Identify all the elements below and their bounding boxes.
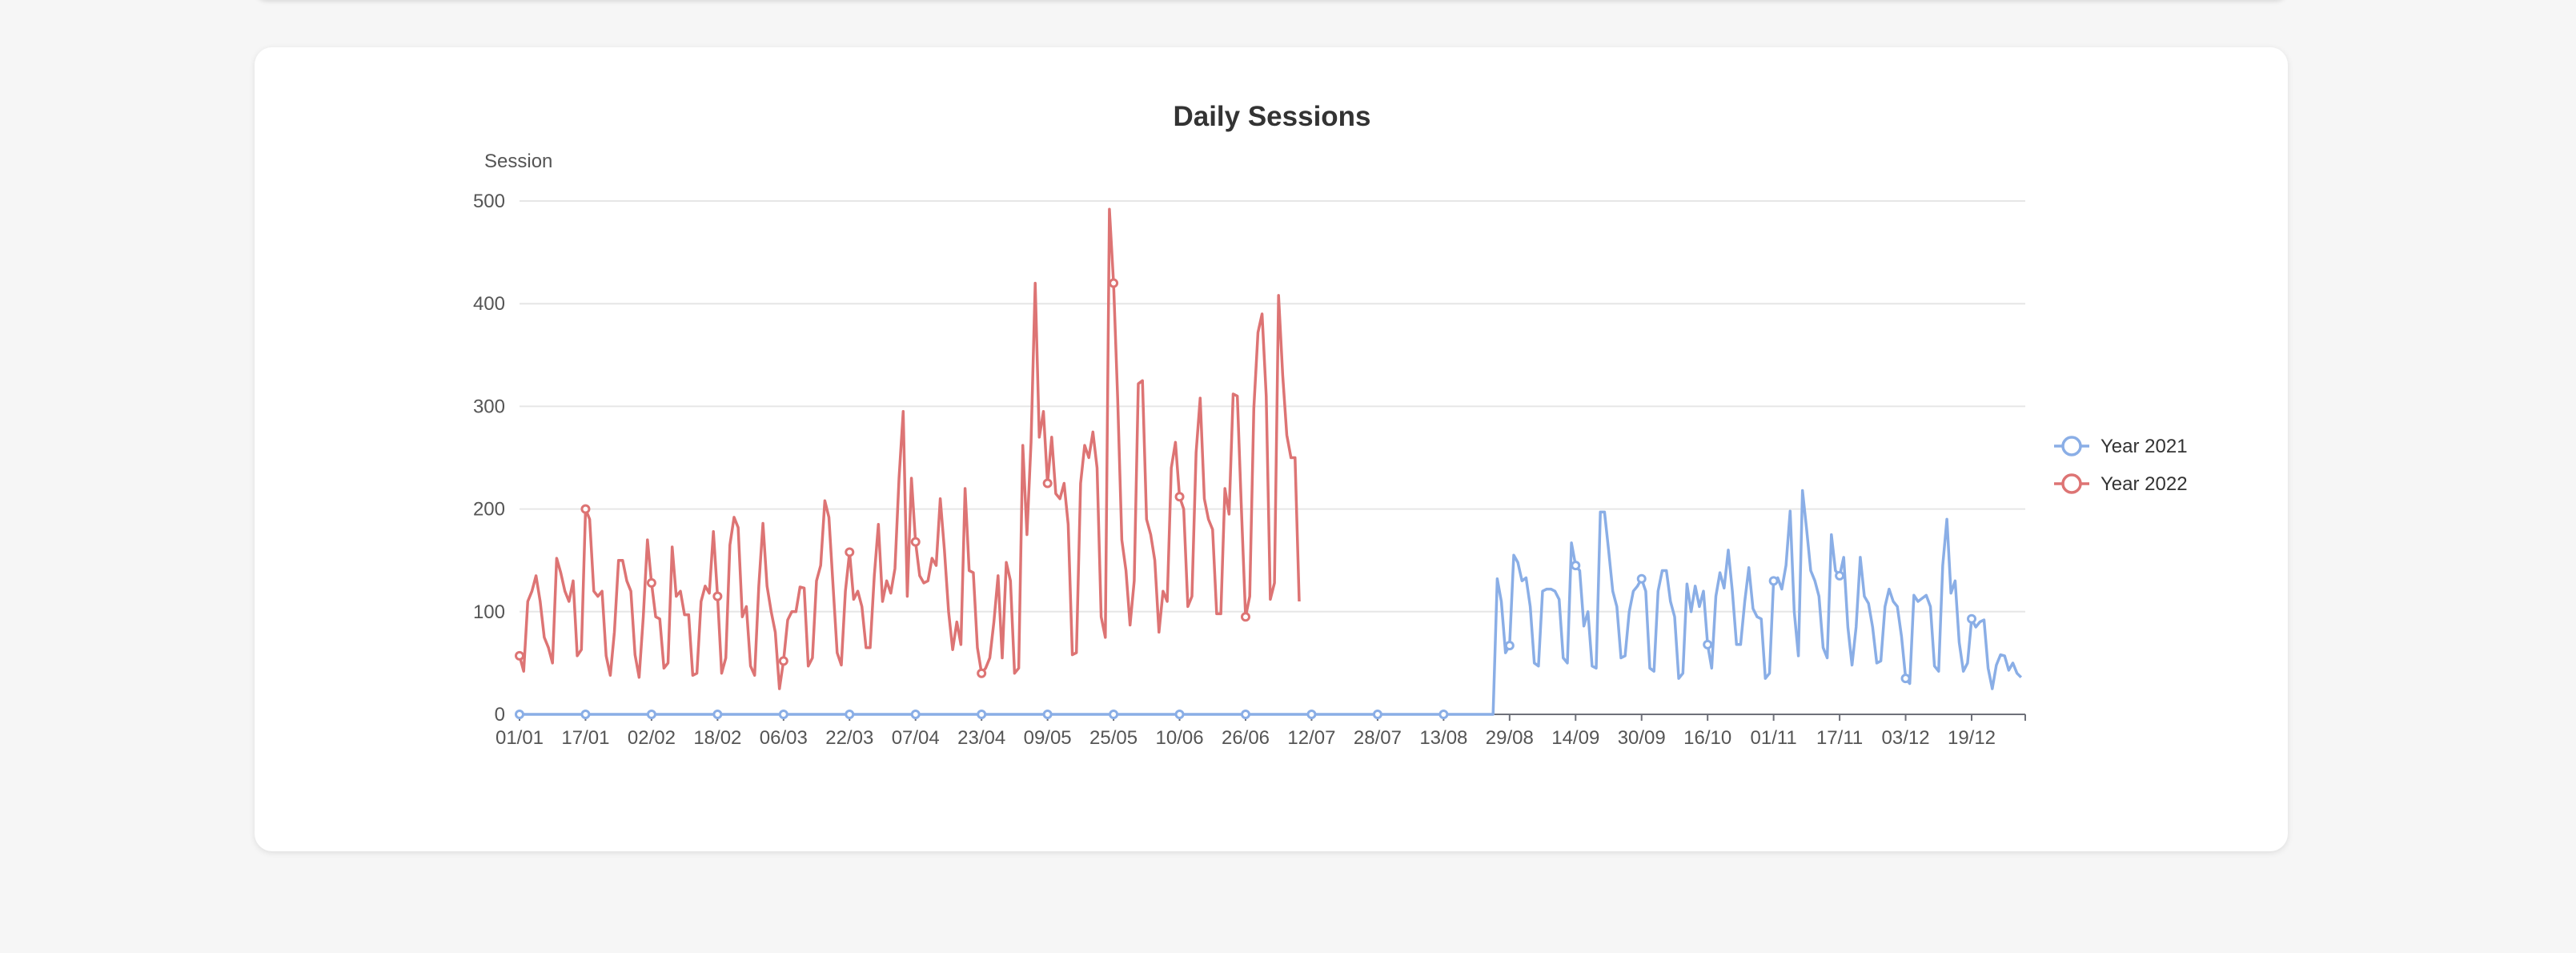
data-point[interactable] (977, 710, 987, 719)
data-point[interactable] (1967, 613, 1977, 624)
y-tick-label: 500 (473, 191, 505, 212)
legend-item-year-2022[interactable]: Year 2022 (2054, 473, 2188, 495)
data-point[interactable] (1504, 641, 1515, 651)
legend-label: Year 2022 (2101, 473, 2188, 495)
x-tick-label: 01/01 (496, 727, 544, 749)
data-point[interactable] (1900, 674, 1911, 684)
data-point[interactable] (1306, 710, 1317, 719)
data-point[interactable] (1438, 710, 1449, 719)
x-tick-label: 17/01 (561, 727, 609, 749)
legend-item-year-2021[interactable]: Year 2021 (2054, 436, 2188, 457)
x-tick-label: 06/03 (760, 727, 808, 749)
data-point[interactable] (910, 537, 921, 547)
data-point[interactable] (1835, 570, 1845, 581)
data-point[interactable] (515, 710, 524, 719)
x-tick-label: 01/11 (1751, 727, 1797, 749)
y-tick-label: 200 (473, 499, 505, 521)
data-point[interactable] (845, 547, 855, 557)
legend-label: Year 2021 (2101, 436, 2188, 457)
x-tick-label: 17/11 (1816, 727, 1863, 749)
data-point[interactable] (1241, 710, 1251, 719)
x-axis: 01/01 17/01 02/02 18/02 06/03 22/03 07/04 23/04… (496, 714, 2026, 749)
x-tick-label: 14/09 (1551, 727, 1599, 749)
series-line (518, 207, 1301, 690)
data-point[interactable] (580, 504, 591, 514)
x-tick-label: 25/05 (1089, 727, 1138, 749)
x-tick-label: 02/02 (628, 727, 676, 749)
data-point[interactable] (515, 650, 524, 661)
chart-card: Daily Sessions Session 0 100 200 300 400 500 … (255, 47, 2288, 851)
data-point[interactable] (1768, 576, 1779, 586)
data-point[interactable] (1174, 492, 1185, 502)
x-tick-label: 13/08 (1419, 727, 1467, 749)
grid-lines (520, 200, 2025, 613)
x-tick-label: 18/02 (693, 727, 741, 749)
x-tick-label: 07/04 (892, 727, 940, 749)
legend: Year 2021 Year 2022 (2054, 436, 2188, 495)
x-tick-label: 28/07 (1354, 727, 1402, 749)
x-tick-label: 22/03 (825, 727, 873, 749)
data-point[interactable] (1109, 278, 1119, 288)
x-tick-label: 19/12 (1948, 727, 1996, 749)
data-point[interactable] (646, 577, 656, 588)
data-point[interactable] (580, 710, 591, 719)
y-axis-name: Session (484, 151, 552, 172)
data-point[interactable] (1042, 710, 1053, 719)
data-point[interactable] (712, 591, 723, 601)
x-tick-label: 26/06 (1222, 727, 1270, 749)
data-point[interactable] (910, 710, 921, 719)
data-point[interactable] (1703, 639, 1713, 649)
daily-sessions-chart: Daily Sessions Session 0100200300400500 … (473, 101, 2188, 749)
series-year-2021 (515, 489, 2023, 719)
data-point[interactable] (1372, 710, 1382, 719)
data-point[interactable] (1241, 612, 1251, 622)
data-point[interactable] (1174, 710, 1185, 719)
x-tick-label: 09/05 (1024, 727, 1072, 749)
x-tick-label: 23/04 (957, 727, 1005, 749)
data-point[interactable] (778, 710, 788, 719)
data-point[interactable] (1042, 478, 1053, 489)
series-line (520, 489, 2023, 716)
data-point[interactable] (1109, 710, 1119, 719)
y-tick-label: 400 (473, 293, 505, 315)
y-tick-label: 0 (495, 704, 505, 726)
data-point[interactable] (1636, 573, 1647, 584)
x-tick-label: 16/10 (1683, 727, 1731, 749)
x-tick-label: 30/09 (1618, 727, 1666, 749)
y-tick-label: 300 (473, 396, 505, 417)
x-tick-label: 12/07 (1287, 727, 1335, 749)
series-year-2022 (515, 207, 1301, 690)
data-point[interactable] (977, 668, 987, 678)
x-tick-label: 03/12 (1882, 727, 1930, 749)
chart-title: Daily Sessions (1173, 101, 1370, 132)
legend-circle-icon (2061, 436, 2082, 456)
data-point[interactable] (712, 710, 723, 719)
data-point[interactable] (778, 656, 788, 666)
y-axis-ticks: 0 100 200 300 400 500 (473, 191, 505, 726)
x-tick-label: 10/06 (1156, 727, 1204, 749)
data-point[interactable] (646, 710, 656, 719)
data-point[interactable] (1571, 561, 1581, 571)
y-tick-label: 100 (473, 601, 505, 623)
series-lines (515, 207, 2023, 719)
data-point[interactable] (845, 710, 855, 719)
x-tick-label: 29/08 (1486, 727, 1534, 749)
legend-circle-icon (2061, 473, 2082, 494)
